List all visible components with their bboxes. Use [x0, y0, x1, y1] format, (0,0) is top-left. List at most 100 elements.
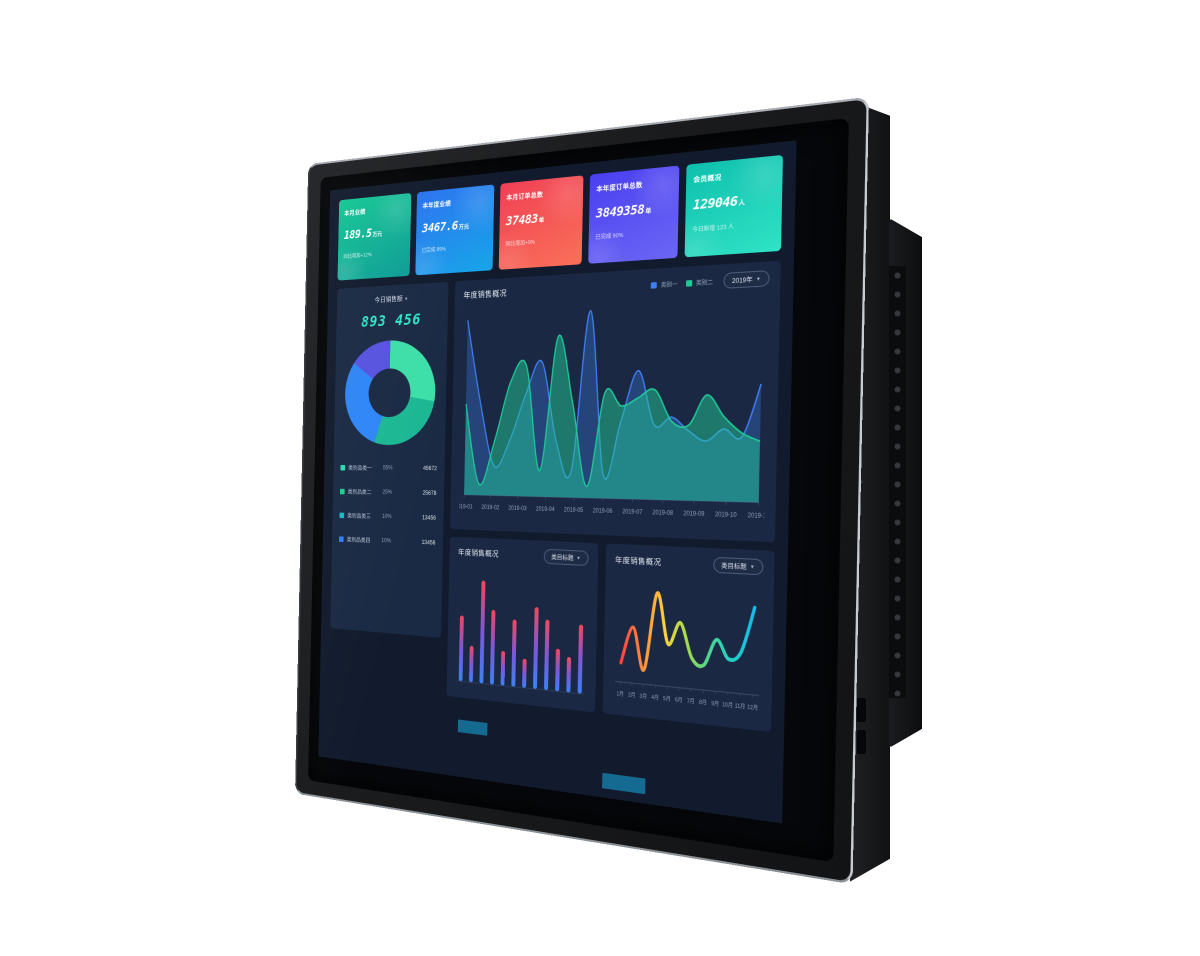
legend-row[interactable]: 类别品类三 10% 13456	[339, 511, 436, 523]
legend-value: 25678	[422, 490, 437, 497]
svg-text:2月: 2月	[627, 692, 635, 700]
legend-value: 13456	[421, 515, 437, 522]
kpi-value: 189.5	[343, 225, 372, 242]
svg-text:3月: 3月	[639, 693, 647, 701]
kpi-unit: 单	[645, 208, 652, 216]
bar-chart-panel: 年度销售概况 类目标题 ▼	[446, 536, 599, 713]
today-sales-amount: 893 456	[361, 309, 422, 331]
screen-marker	[457, 719, 488, 736]
vent-slot	[857, 698, 866, 722]
svg-text:7月: 7月	[686, 698, 694, 706]
kpi-unit: 单	[538, 218, 545, 225]
legend-swatch	[685, 279, 692, 287]
line-chart-panel: 年度销售概况 类目标题 ▼ 1月 2月 3月 4月 5月 6月 7月 8月 9月 10月 11月 12…	[602, 543, 775, 733]
kpi-title: 本月业绩	[344, 208, 366, 218]
today-sales-dropdown[interactable]: 今日销售额 ▼	[344, 292, 441, 307]
kpi-unit: 万元	[372, 232, 383, 239]
svg-text:2019-09: 2019-09	[683, 510, 704, 518]
chevron-down-icon: ▼	[749, 563, 755, 570]
legend-percent: 10%	[381, 537, 392, 544]
legend-label: 类别一	[660, 281, 678, 289]
legend-value: 45672	[423, 465, 438, 472]
category-donut-chart	[344, 338, 437, 446]
chevron-down-icon: ▼	[404, 296, 409, 303]
year-select-value: 2019年	[731, 277, 753, 286]
dashboard: 本月业绩 189.5万元 同比增加+12% 本年度业绩 3467.6万元 已完成…	[318, 140, 797, 824]
kpi-title: 本月订单总数	[506, 191, 544, 202]
kpi-note: 同比增加+12%	[343, 252, 372, 261]
legend-swatch	[650, 281, 657, 289]
monthly-line-chart: 1月 2月 3月 4月 5月 6月 7月 8月 9月 10月 11月 12月	[612, 568, 763, 713]
legend-label: 类别品类三	[347, 513, 371, 521]
kpi-card-year-orders: 本年度订单总数 3849358单 已完成 90%	[588, 165, 680, 264]
monthly-bar-chart	[455, 580, 588, 703]
legend-swatch	[339, 488, 345, 494]
heatsink-fins	[889, 218, 922, 748]
kpi-unit: 人	[738, 200, 746, 208]
category-select-value: 类目标题	[551, 555, 574, 563]
svg-text:6月: 6月	[674, 696, 682, 704]
kpi-cards-row: 本月业绩 189.5万元 同比增加+12% 本年度业绩 3467.6万元 已完成…	[337, 154, 783, 281]
category-select-value: 类目标题	[721, 563, 747, 572]
svg-text:10月: 10月	[722, 701, 733, 710]
vent-slot	[857, 730, 866, 754]
chevron-down-icon: ▼	[576, 555, 581, 561]
donut-legend: 类别品类一 55% 45672 类别品类二 25% 25678	[338, 463, 437, 548]
chevron-down-icon: ▼	[755, 276, 761, 282]
legend-percent: 10%	[381, 513, 392, 520]
legend-label: 类别品类一	[348, 465, 372, 472]
svg-text:2019-10: 2019-10	[715, 511, 737, 519]
kpi-card-members: 会员概况 129046人 今日新增 123 人	[684, 154, 783, 258]
svg-text:2019-03: 2019-03	[508, 505, 527, 512]
kpi-unit: 万元	[458, 224, 470, 232]
chart-legend: 类别一 类别二	[650, 277, 714, 289]
kpi-note: 同比增加+9%	[505, 239, 536, 248]
kpi-note: 今日新增 123 人	[692, 224, 734, 234]
today-sales-label: 今日销售额	[374, 295, 403, 305]
svg-text:1月: 1月	[616, 690, 623, 698]
kpi-title: 会员概况	[693, 173, 722, 185]
legend-label: 类别品类四	[346, 537, 371, 545]
screen-marker	[602, 772, 646, 795]
svg-text:2019-04: 2019-04	[536, 506, 555, 514]
annual-sales-panel: 年度销售概况 类别一 类别二	[450, 260, 781, 543]
kpi-value: 3849358	[595, 201, 645, 221]
kpi-value: 37483	[505, 210, 539, 229]
kpi-title: 本年度业绩	[422, 200, 452, 210]
annual-sales-area-chart: 2019-01 2019-02 2019-03 2019-04 2019-05 2019-…	[459, 286, 770, 520]
svg-text:8月: 8月	[698, 699, 706, 707]
kpi-value: 3467.6	[421, 217, 459, 236]
today-sales-panel: 今日销售额 ▼ 893 456 类别品类一 55% 45672	[330, 281, 449, 638]
legend-item-series1[interactable]: 类别一	[650, 279, 678, 289]
svg-text:2019-11: 2019-11	[748, 512, 770, 520]
svg-text:2019-07: 2019-07	[622, 508, 642, 516]
legend-row[interactable]: 类别品类四 10% 13456	[338, 535, 436, 548]
svg-text:11月: 11月	[734, 702, 745, 711]
legend-label: 类别二	[695, 279, 714, 287]
kpi-title: 本年度订单总数	[596, 181, 643, 194]
legend-swatch	[340, 464, 346, 471]
legend-row[interactable]: 类别品类一 55% 45672	[340, 463, 437, 473]
svg-text:2019-06: 2019-06	[593, 508, 613, 516]
panel-title: 年度销售概况	[463, 288, 507, 301]
legend-label: 类别品类二	[347, 489, 372, 497]
svg-text:12月: 12月	[747, 704, 758, 713]
kpi-card-month-sales: 本月业绩 189.5万元 同比增加+12%	[337, 192, 412, 281]
legend-percent: 55%	[382, 465, 393, 471]
svg-text:9月: 9月	[711, 700, 719, 708]
legend-row[interactable]: 类别品类二 25% 25678	[339, 487, 437, 498]
panel-title: 年度销售概况	[458, 547, 499, 559]
svg-text:5月: 5月	[662, 695, 670, 703]
screw-dot	[859, 480, 863, 484]
svg-text:2019-08: 2019-08	[652, 509, 673, 517]
legend-swatch	[339, 512, 345, 518]
kpi-card-month-orders: 本月订单总数 37483单 同比增加+9%	[498, 175, 584, 270]
kpi-card-year-sales: 本年度业绩 3467.6万元 已完成 89%	[415, 184, 495, 276]
svg-text:2019-05: 2019-05	[564, 507, 583, 515]
svg-text:2019-01: 2019-01	[459, 503, 473, 510]
screen-glass: 本月业绩 189.5万元 同比增加+12% 本年度业绩 3467.6万元 已完成…	[308, 117, 849, 863]
legend-item-series2[interactable]: 类别二	[685, 277, 714, 287]
kpi-note: 已完成 90%	[595, 232, 624, 241]
legend-percent: 25%	[382, 489, 393, 496]
legend-swatch	[338, 535, 344, 542]
